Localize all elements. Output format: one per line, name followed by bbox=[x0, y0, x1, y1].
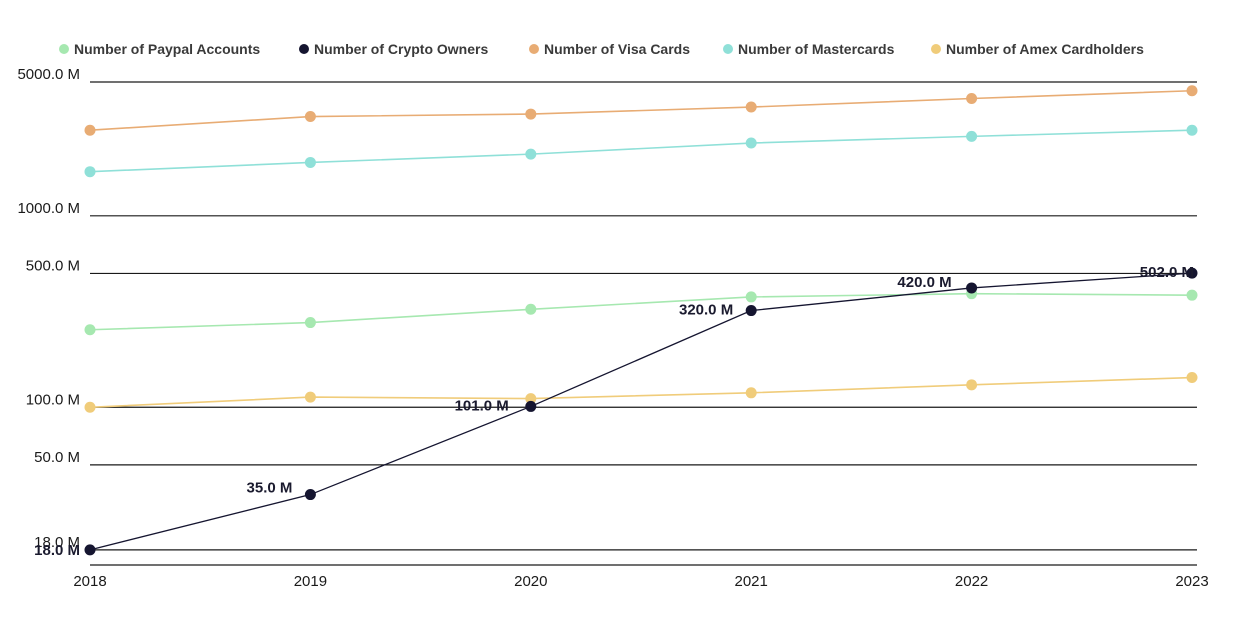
data-label: 502.0 M bbox=[1140, 264, 1194, 281]
y-tick-label: 1000.0 M bbox=[17, 200, 80, 217]
grid-lines bbox=[90, 81, 1197, 566]
data-point bbox=[1186, 372, 1198, 384]
data-point bbox=[1186, 267, 1198, 279]
data-point bbox=[525, 303, 537, 315]
series-line bbox=[89, 89, 1193, 132]
legend-label: Number of Paypal Accounts bbox=[74, 41, 260, 57]
x-tick-label: 2022 bbox=[955, 573, 988, 590]
data-point bbox=[84, 166, 96, 178]
data-point bbox=[966, 130, 978, 142]
data-point bbox=[745, 137, 757, 149]
legend-item: Number of Amex Cardholders bbox=[931, 41, 1144, 57]
legend-marker bbox=[529, 44, 539, 54]
data-point bbox=[525, 148, 537, 160]
series-number-of-amex-cardholders bbox=[84, 372, 1198, 413]
data-label: 420.0 M bbox=[897, 274, 951, 291]
series-number-of-mastercards bbox=[84, 124, 1198, 178]
legend-marker bbox=[59, 44, 69, 54]
data-point bbox=[304, 111, 316, 123]
data-point bbox=[304, 489, 316, 501]
data-point bbox=[304, 317, 316, 329]
data-point bbox=[745, 305, 757, 317]
x-tick-label: 2023 bbox=[1175, 573, 1208, 590]
x-axis-ticks: 2018 2019 2020 2021 2022 2023 bbox=[73, 573, 1208, 590]
legend-item: Number of Crypto Owners bbox=[299, 41, 488, 57]
y-tick-label: 5000.0 M bbox=[17, 66, 80, 83]
data-point bbox=[84, 544, 96, 556]
x-tick-label: 2018 bbox=[73, 573, 106, 590]
data-point bbox=[966, 379, 978, 391]
legend-item: Number of Paypal Accounts bbox=[59, 41, 260, 57]
series-line bbox=[89, 292, 1193, 331]
data-labels: 18.0 M 35.0 M 101.0 M 320.0 M 420.0 M 502.0 M bbox=[34, 264, 1194, 559]
data-point bbox=[966, 93, 978, 105]
y-tick-label: 100.0 M bbox=[26, 391, 80, 408]
data-point bbox=[84, 324, 96, 336]
data-point bbox=[1186, 85, 1198, 97]
x-tick-label: 2020 bbox=[514, 573, 547, 590]
series-number-of-crypto-owners bbox=[84, 267, 1198, 556]
series-line bbox=[89, 376, 1193, 409]
data-point bbox=[745, 101, 757, 113]
data-point bbox=[84, 124, 96, 136]
data-point bbox=[84, 401, 96, 413]
data-point bbox=[1186, 124, 1198, 136]
legend-label: Number of Amex Cardholders bbox=[946, 41, 1144, 57]
data-point bbox=[745, 387, 757, 399]
legend-label: Number of Crypto Owners bbox=[314, 41, 488, 57]
x-tick-label: 2021 bbox=[735, 573, 768, 590]
data-point bbox=[966, 282, 978, 294]
data-point bbox=[525, 400, 537, 412]
y-tick-label: 18.0 M bbox=[34, 534, 80, 551]
series-number-of-paypal-accounts bbox=[84, 288, 1198, 336]
y-tick-label: 500.0 M bbox=[26, 257, 80, 274]
data-point bbox=[304, 391, 316, 403]
x-tick-label: 2019 bbox=[294, 573, 327, 590]
data-point bbox=[525, 108, 537, 120]
data-label: 101.0 M bbox=[455, 397, 509, 414]
data-point bbox=[745, 291, 757, 303]
legend-label: Number of Visa Cards bbox=[544, 41, 690, 57]
data-label: 320.0 M bbox=[679, 302, 733, 319]
legend-marker bbox=[931, 44, 941, 54]
data-label: 35.0 M bbox=[247, 480, 293, 497]
legend-item: Number of Mastercards bbox=[723, 41, 895, 57]
data-label: 18.0 M bbox=[34, 542, 80, 559]
data-point bbox=[1186, 289, 1198, 301]
series-number-of-visa-cards bbox=[84, 85, 1198, 136]
y-axis-ticks: 5000.0 M 1000.0 M 500.0 M 100.0 M 50.0 M 18.0… bbox=[17, 66, 80, 551]
legend-marker bbox=[723, 44, 733, 54]
series-line bbox=[89, 272, 1193, 551]
data-point bbox=[304, 156, 316, 168]
legend: Number of Paypal Accounts Number of Crypt… bbox=[59, 41, 1144, 57]
legend-label: Number of Mastercards bbox=[738, 41, 895, 57]
legend-item: Number of Visa Cards bbox=[529, 41, 690, 57]
series-group bbox=[84, 85, 1198, 556]
y-tick-label: 50.0 M bbox=[34, 449, 80, 466]
legend-marker bbox=[299, 44, 309, 54]
series-line bbox=[89, 129, 1193, 173]
data-point bbox=[525, 393, 537, 405]
